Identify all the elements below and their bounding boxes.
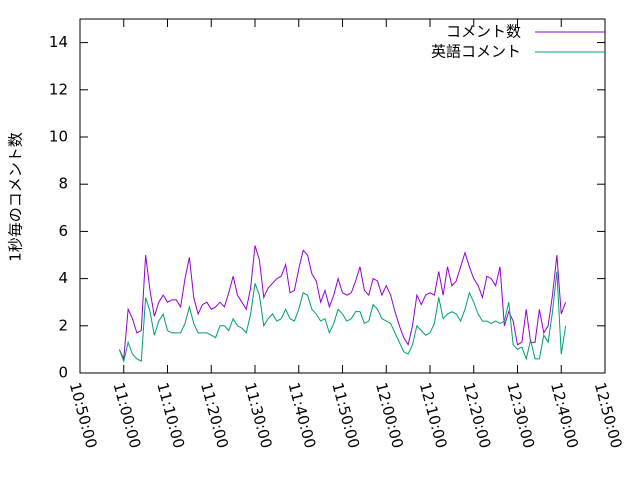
y-tick-label: 6: [58, 222, 68, 240]
series-line: [118, 245, 567, 361]
y-tick-label: 2: [58, 316, 68, 334]
series-line: [118, 271, 567, 363]
x-tick-label: 11:30:00: [241, 381, 276, 451]
x-tick-label: 11:00:00: [110, 381, 145, 451]
x-tick-label: 11:10:00: [153, 381, 188, 451]
y-tick-label: 4: [58, 269, 68, 287]
x-tick-label: 12:40:00: [547, 381, 582, 451]
x-tick-label: 11:50:00: [328, 381, 363, 451]
y-tick-label: 14: [49, 33, 68, 51]
x-tick-label: 12:30:00: [503, 381, 538, 451]
y-tick-label: 12: [49, 80, 68, 98]
x-tick-label: 12:00:00: [372, 381, 407, 451]
y-tick-label: 0: [58, 364, 68, 382]
x-tick-label: 11:20:00: [197, 381, 232, 451]
legend-label: コメント数: [446, 23, 521, 41]
y-tick-label: 8: [58, 175, 68, 193]
x-tick-label: 12:50:00: [591, 381, 626, 451]
y-axis-label: 1秒毎のコメント数: [7, 132, 25, 262]
x-tick-label: 10:50:00: [66, 381, 101, 451]
x-tick-label: 12:20:00: [460, 381, 495, 451]
legend-label: 英語コメント: [431, 43, 521, 61]
y-tick-label: 10: [49, 128, 68, 146]
x-tick-label: 12:10:00: [416, 381, 451, 451]
plot-border: [79, 18, 606, 374]
x-tick-label: 11:40:00: [285, 381, 320, 451]
